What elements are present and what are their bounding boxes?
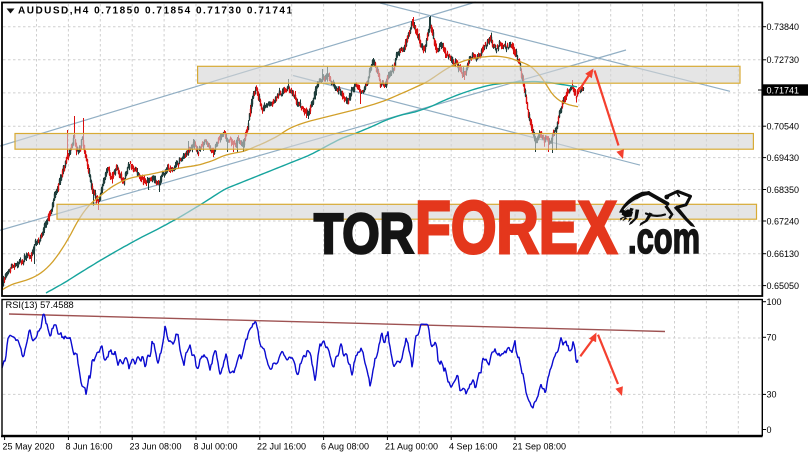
svg-text:22 Jul 16:00: 22 Jul 16:00 [257,442,306,452]
svg-text:8 Jul 00:00: 8 Jul 00:00 [194,442,238,452]
svg-text:21 Sep 08:00: 21 Sep 08:00 [513,442,567,452]
svg-text:0.68350: 0.68350 [767,185,800,195]
svg-text:100: 100 [767,297,782,307]
svg-text:0.66130: 0.66130 [767,249,800,259]
svg-text:FOREX: FOREX [415,186,617,269]
svg-text:0.71741: 0.71741 [767,85,800,95]
svg-text:0.70540: 0.70540 [767,122,800,132]
svg-text:8 Jun 16:00: 8 Jun 16:00 [66,442,113,452]
svg-text:6 Aug 08:00: 6 Aug 08:00 [321,442,369,452]
svg-text:RSI(13) 57.4588: RSI(13) 57.4588 [6,300,74,310]
svg-text:25 May 2020: 25 May 2020 [3,442,55,452]
svg-text:0.69430: 0.69430 [767,153,800,163]
svg-text:0: 0 [767,425,772,435]
svg-text:30: 30 [767,390,777,400]
svg-text:0.67240: 0.67240 [767,216,800,226]
svg-text:AUDUSD,H4 0.71850 0.71854 0.7: AUDUSD,H4 0.71850 0.71854 0.71730 0.7174… [18,6,294,17]
svg-text:0.72730: 0.72730 [767,55,800,65]
svg-text:4 Sep 16:00: 4 Sep 16:00 [449,442,498,452]
svg-text:70: 70 [767,333,777,343]
svg-text:0.73840: 0.73840 [767,22,800,32]
svg-text:TOR: TOR [314,202,414,266]
svg-text:.com: .com [628,214,700,263]
svg-text:0.65050: 0.65050 [767,281,800,291]
svg-text:23 Jun 08:00: 23 Jun 08:00 [130,442,182,452]
svg-text:21 Aug 00:00: 21 Aug 00:00 [385,442,438,452]
